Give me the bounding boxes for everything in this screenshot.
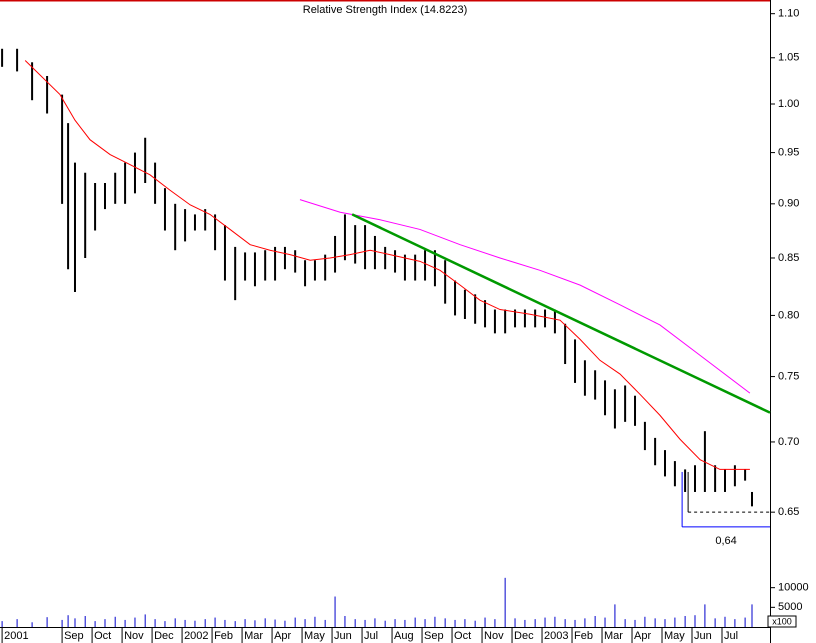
x-tick-label: Sep xyxy=(64,630,84,642)
y-tick-label: 0.65 xyxy=(778,506,799,518)
y-tick-label: 0.90 xyxy=(778,198,799,210)
y-tick-label: 0.75 xyxy=(778,370,799,382)
x-tick-label: 2002 xyxy=(184,630,208,642)
x-tick-label: Sep xyxy=(424,630,444,642)
x-tick-label: Mar xyxy=(244,630,263,642)
x-tick-label: Mar xyxy=(604,630,623,642)
x-tick-label: Nov xyxy=(124,630,144,642)
y-tick-label: 0.85 xyxy=(778,252,799,264)
y-tick-label: 0.95 xyxy=(778,146,799,158)
x-tick-label: Feb xyxy=(574,630,593,642)
chart-title: Relative Strength Index (14.8223) xyxy=(303,4,468,16)
indicator-line xyxy=(351,213,771,414)
x-tick-label: Jun xyxy=(334,630,352,642)
y-tick-label: 1.00 xyxy=(778,98,799,110)
x-tick-label: Oct xyxy=(94,630,111,642)
y-tick-label: 0.80 xyxy=(778,309,799,321)
x-tick-label: 2003 xyxy=(544,630,568,642)
indicator-line xyxy=(24,60,750,470)
x-tick-label: Feb xyxy=(214,630,233,642)
y-tick-label: 1.10 xyxy=(778,8,799,20)
volume-unit: x100 xyxy=(772,616,792,626)
x-tick-label: Jul xyxy=(724,630,738,642)
x-tick-label: Jul xyxy=(364,630,378,642)
x-tick-label: May xyxy=(304,630,325,642)
x-tick-label: Apr xyxy=(274,630,291,642)
level-label: 0,64 xyxy=(715,535,736,547)
x-tick-label: Apr xyxy=(634,630,651,642)
volume-unit-box xyxy=(767,615,797,628)
y-tick-label: 0.70 xyxy=(778,436,799,448)
y2-tick-label: 10000 xyxy=(778,582,809,594)
x-tick-label: Aug xyxy=(394,630,414,642)
y-tick-label: 1.05 xyxy=(778,52,799,64)
x-tick-label: 2001 xyxy=(4,630,28,642)
x-tick-label: May xyxy=(664,630,685,642)
y2-tick-label: 5000 xyxy=(778,601,802,613)
x-tick-label: Jun xyxy=(694,630,712,642)
x-tick-label: Dec xyxy=(154,630,174,642)
x-tick-label: Nov xyxy=(484,630,504,642)
x-tick-label: Dec xyxy=(514,630,534,642)
x-tick-label: Oct xyxy=(454,630,471,642)
indicator-line xyxy=(299,199,751,394)
